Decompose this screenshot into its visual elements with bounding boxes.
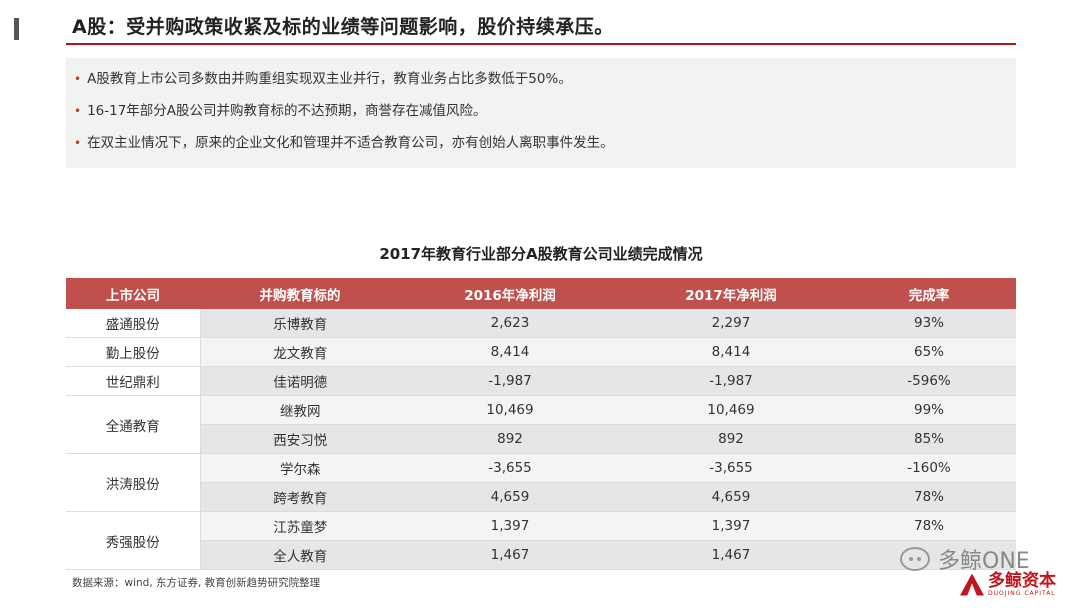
bullet-dot-icon: • xyxy=(74,72,82,86)
logo-mark-icon xyxy=(960,573,984,596)
bullet-dot-icon: • xyxy=(74,136,82,150)
target-cell: 学尔森 xyxy=(200,453,400,483)
data-source-note: 数据来源：wind, 东方证券, 教育创新趋势研究院整理 xyxy=(72,577,321,589)
header-completion-rate: 完成率 xyxy=(842,278,1016,309)
profit-2017-cell: 892 xyxy=(620,424,842,454)
profit-2016-cell: -3,655 xyxy=(400,453,620,483)
target-cell: 西安习悦 xyxy=(200,424,400,454)
profit-2017-cell: -1,987 xyxy=(620,366,842,396)
profit-2016-cell: 2,623 xyxy=(400,309,620,338)
profit-2017-cell: 10,469 xyxy=(620,395,842,425)
left-accent-bar xyxy=(14,18,19,40)
profit-2017-cell: 8,414 xyxy=(620,337,842,367)
profit-2017-cell: 4,659 xyxy=(620,482,842,512)
logo-subtext: DUOJING CAPITAL xyxy=(988,590,1056,597)
bullet-dot-icon: • xyxy=(74,104,82,118)
header-profit-2016: 2016年净利润 xyxy=(400,278,620,309)
header-target: 并购教育标的 xyxy=(200,278,400,309)
bullet-text: 在双主业情况下，原来的企业文化和管理并不适合教育公司，亦有创始人离职事件发生。 xyxy=(87,135,614,151)
target-cell: 跨考教育 xyxy=(200,482,400,512)
target-cell: 全人教育 xyxy=(200,540,400,570)
rate-cell: 78% xyxy=(842,511,1016,541)
table-row: 秀强股份 江苏童梦 1,397 1,397 78% xyxy=(66,511,1016,570)
company-cell: 勤上股份 xyxy=(66,337,201,367)
table-row: 西安习悦 892 892 85% xyxy=(66,424,1016,454)
target-cell: 乐博教育 xyxy=(200,309,400,338)
rate-cell: 78% xyxy=(842,482,1016,512)
bullet-item: • 16-17年部分A股公司并购教育标的不达预期，商誉存在减值风险。 xyxy=(74,100,1016,122)
profit-2016-cell: 1,467 xyxy=(400,540,620,570)
company-cell: 盛通股份 xyxy=(66,309,201,338)
table-row: 全通教育 继教网 10,469 10,469 99% xyxy=(66,395,1016,454)
bullet-list: • A股教育上市公司多数由并购重组实现双主业并行，教育业务占比多数低于50%。 •… xyxy=(66,58,1016,154)
profit-2016-cell: 1,397 xyxy=(400,511,620,541)
rate-cell xyxy=(842,540,1016,570)
performance-table: 上市公司 并购教育标的 2016年净利润 2017年净利润 完成率 盛通股份 乐… xyxy=(66,278,1016,570)
wechat-icon xyxy=(900,547,930,571)
profit-2016-cell: 10,469 xyxy=(400,395,620,425)
company-cell: 秀强股份 xyxy=(66,511,201,570)
wechat-watermark: 多鲸ONE xyxy=(900,543,1030,575)
target-cell: 继教网 xyxy=(200,395,400,425)
header-profit-2017: 2017年净利润 xyxy=(620,278,842,309)
brand-logo: 多鲸资本 DUOJING CAPITAL xyxy=(960,572,1056,597)
company-cell: 全通教育 xyxy=(66,395,201,454)
profit-2017-cell: 2,297 xyxy=(620,309,842,338)
table-row: 勤上股份 龙文教育 8,414 8,414 65% xyxy=(66,337,1016,367)
profit-2016-cell: 4,659 xyxy=(400,482,620,512)
bullet-text: 16-17年部分A股公司并购教育标的不达预期，商誉存在减值风险。 xyxy=(87,103,487,119)
profit-2016-cell: -1,987 xyxy=(400,366,620,396)
rate-cell: 85% xyxy=(842,424,1016,454)
rate-cell: 65% xyxy=(842,337,1016,367)
profit-2017-cell: 1,397 xyxy=(620,511,842,541)
table-row: 洪涛股份 学尔森 -3,655 -3,655 -160% xyxy=(66,453,1016,512)
page-title: A股：受并购政策收紧及标的业绩等问题影响，股价持续承压。 xyxy=(72,16,614,38)
profit-2016-cell: 892 xyxy=(400,424,620,454)
target-cell: 佳诺明德 xyxy=(200,366,400,396)
target-cell: 江苏童梦 xyxy=(200,511,400,541)
logo-text: 多鲸资本 xyxy=(988,571,1056,591)
table-row: 跨考教育 4,659 4,659 78% xyxy=(66,482,1016,512)
profit-2017-cell: 1,467 xyxy=(620,540,842,570)
profit-2017-cell: -3,655 xyxy=(620,453,842,483)
header-company: 上市公司 xyxy=(66,278,200,309)
company-cell: 洪涛股份 xyxy=(66,453,201,512)
wechat-account-name: 多鲸ONE xyxy=(938,549,1030,574)
table-header-row: 上市公司 并购教育标的 2016年净利润 2017年净利润 完成率 xyxy=(66,278,1016,309)
rate-cell: -596% xyxy=(842,366,1016,396)
bullet-item: • 在双主业情况下，原来的企业文化和管理并不适合教育公司，亦有创始人离职事件发生。 xyxy=(74,132,1016,154)
target-cell: 龙文教育 xyxy=(200,337,400,367)
title-divider xyxy=(66,43,1016,45)
rate-cell: 93% xyxy=(842,309,1016,338)
table-row: 盛通股份 乐博教育 2,623 2,297 93% xyxy=(66,309,1016,338)
rate-cell: 99% xyxy=(842,395,1016,425)
logo-wordmark: 多鲸资本 DUOJING CAPITAL xyxy=(988,572,1056,597)
bullet-text: A股教育上市公司多数由并购重组实现双主业并行，教育业务占比多数低于50%。 xyxy=(87,71,572,87)
table-title: 2017年教育行业部分A股教育公司业绩完成情况 xyxy=(379,245,703,263)
table-row: 世纪鼎利 佳诺明德 -1,987 -1,987 -596% xyxy=(66,366,1016,396)
rate-cell: -160% xyxy=(842,453,1016,483)
profit-2016-cell: 8,414 xyxy=(400,337,620,367)
bullet-item: • A股教育上市公司多数由并购重组实现双主业并行，教育业务占比多数低于50%。 xyxy=(74,68,1016,90)
company-cell: 世纪鼎利 xyxy=(66,366,201,396)
summary-box: • A股教育上市公司多数由并购重组实现双主业并行，教育业务占比多数低于50%。 •… xyxy=(66,58,1016,168)
table-row: 全人教育 1,467 1,467 xyxy=(66,540,1016,570)
